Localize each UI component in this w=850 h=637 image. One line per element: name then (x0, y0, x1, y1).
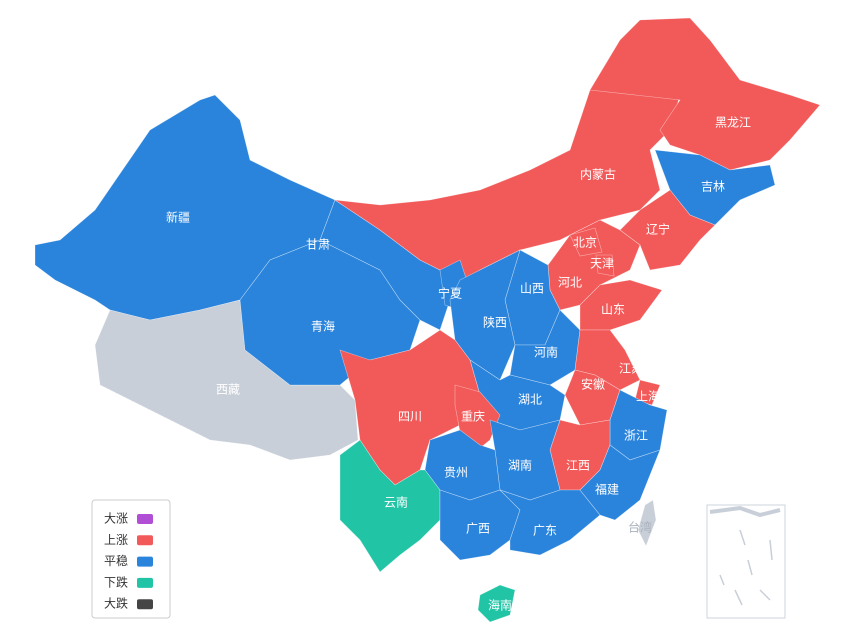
inset-coast (709, 505, 781, 518)
province-label: 西藏 (216, 383, 240, 397)
province-label: 重庆 (461, 410, 485, 424)
legend-swatch (137, 535, 153, 546)
legend-label: 大涨 (104, 511, 128, 526)
province-label: 天津 (590, 257, 614, 271)
province-label: 甘肃 (306, 238, 330, 252)
legend-label: 大跌 (104, 596, 128, 611)
legend-swatch (137, 514, 153, 524)
legend-swatch (137, 577, 153, 588)
province-label: 浙江 (624, 429, 648, 443)
province-label: 山西 (520, 282, 544, 296)
province-label: 贵州 (444, 466, 468, 480)
province-label: 湖南 (508, 458, 532, 473)
legend-label: 上涨 (104, 532, 128, 547)
province (634, 379, 661, 406)
province-label: 台湾 (628, 520, 652, 535)
legend-swatch (137, 556, 153, 567)
province-label: 山东 (601, 303, 625, 317)
inset-dashes (719, 529, 773, 606)
province-label: 福建 (595, 482, 619, 497)
province-label: 宁夏 (438, 286, 462, 301)
province (579, 444, 661, 521)
province-label: 黑龙江 (715, 116, 751, 130)
province-label: 青海 (311, 319, 335, 334)
province-label: 新疆 (166, 210, 190, 225)
province-label: 河北 (558, 276, 582, 290)
province (637, 499, 657, 547)
province-label: 云南 (384, 495, 408, 510)
south-sea-inset (706, 504, 786, 619)
province (94, 299, 359, 461)
province (477, 584, 516, 623)
legend-label: 平稳 (104, 553, 128, 568)
legend-box (91, 499, 171, 619)
province-label: 湖北 (518, 392, 542, 407)
province-label: 安徽 (581, 377, 605, 392)
province (589, 17, 821, 171)
province (499, 489, 601, 556)
province-label: 上海 (636, 389, 660, 404)
province-label: 河南 (534, 345, 558, 360)
province (239, 239, 421, 386)
province (595, 254, 615, 277)
province-label: 四川 (398, 410, 422, 424)
province (439, 489, 521, 561)
province-label: 海南 (488, 598, 512, 613)
province-label: 内蒙古 (580, 167, 616, 182)
inset-box (706, 504, 786, 619)
province-label: 江西 (566, 459, 590, 473)
legend-swatch (137, 599, 153, 610)
province-label: 广东 (533, 524, 557, 538)
province (569, 227, 603, 257)
province (454, 384, 501, 449)
province-label: 吉林 (701, 180, 725, 194)
province-label: 陕西 (483, 315, 507, 330)
legend-label: 下跌 (104, 574, 128, 589)
province-label: 江苏 (619, 362, 643, 376)
province-label: 广西 (466, 522, 490, 536)
regions (34, 17, 821, 623)
province-label: 辽宁 (646, 222, 670, 237)
province-label: 北京 (573, 236, 597, 250)
